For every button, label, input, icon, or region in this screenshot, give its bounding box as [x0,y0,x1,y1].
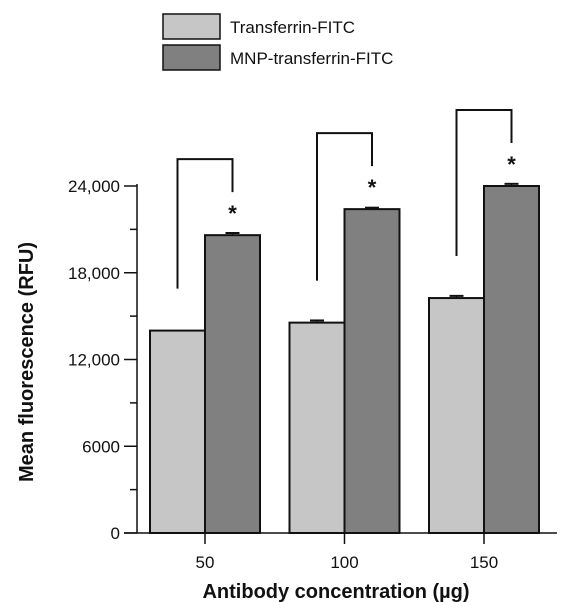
significance-star: * [507,152,516,177]
legend: Transferrin-FITC MNP-transferrin-FITC [162,13,393,71]
bars: * * * [149,152,540,535]
bar-mnp-transferrin [483,185,540,534]
x-tick-label: 50 [196,553,215,572]
y-tick-label: 18,000 [68,264,120,283]
significance-star: * [368,175,377,200]
legend-swatch-mnp-transferrin [162,44,221,71]
x-tick-label: 100 [330,553,358,572]
bar-transferrin [428,297,485,535]
legend-swatch-transferrin [162,13,221,40]
significance-brackets [176,109,513,289]
y-tick-label: 12,000 [68,351,120,370]
x-axis-title: Antibody concentration (µg) [202,581,469,602]
bar-mnp-transferrin [343,208,401,534]
legend-label-mnp-transferrin: MNP-transferrin-FITC [230,49,393,68]
bar-mnp-transferrin [204,234,261,535]
y-tick-label: 0 [111,524,120,543]
y-tick-label: 6000 [82,437,120,456]
bar-transferrin [149,329,206,535]
legend-label-transferrin: Transferrin-FITC [230,18,355,37]
y-axis-title: Mean fluorescence (RFU) [16,242,38,482]
x-tick-label: 150 [470,553,498,572]
bar-transferrin [288,321,346,534]
significance-bracket [176,158,234,289]
significance-bracket [316,132,373,281]
significance-star: * [228,201,237,226]
axes: 0 6000 12,000 18,000 24,000 50 100 150 [68,177,557,572]
significance-bracket [455,109,513,257]
y-tick-label: 24,000 [68,177,120,196]
